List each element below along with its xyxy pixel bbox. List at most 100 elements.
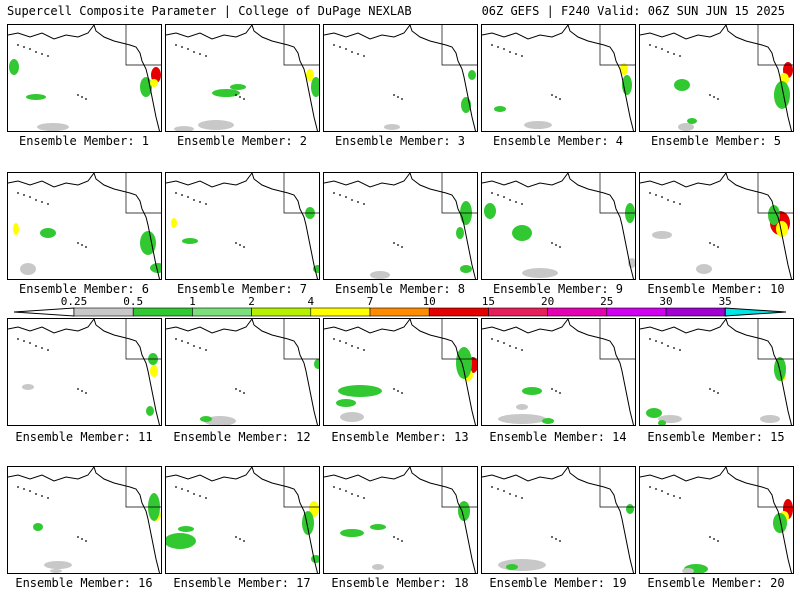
island [679,55,681,57]
island [363,203,365,205]
colorbar-svg [13,307,787,317]
island [551,388,553,390]
panel-label: Ensemble Member: 11 [15,430,153,444]
island [503,490,505,492]
map-canvas [482,467,635,573]
coastline [166,467,253,482]
border-line [441,173,477,214]
island [363,55,365,57]
scp-field-blob [370,271,390,279]
colorbar-segment [192,307,252,317]
panel-label: Ensemble Member: 5 [650,134,782,148]
coastline [324,319,411,334]
island [717,392,719,394]
island [491,44,493,46]
island [199,495,201,497]
colorbar-segment [547,307,608,317]
island [521,55,523,57]
island [175,192,177,194]
scp-field-blob [44,561,72,569]
panel-label: Ensemble Member: 3 [334,134,466,148]
island [521,203,523,205]
island [673,347,675,349]
island [85,98,87,100]
colorbar-tick-label: 2 [248,295,255,308]
scp-field-blob [50,569,62,573]
island [393,536,395,538]
island [661,490,663,492]
island [363,497,365,499]
island [193,199,195,201]
scp-field-blob [340,412,364,422]
scp-field-blob [336,399,356,407]
island [717,246,719,248]
island [85,540,87,542]
scp-field-blob [512,225,532,241]
island [655,46,657,48]
scp-field-blob [150,79,158,87]
island [29,342,31,344]
colorbar-segment [251,307,312,317]
island [559,540,561,542]
border-line [599,467,635,508]
island [667,199,669,201]
panel-label: Ensemble Member: 16 [15,576,153,590]
coastline [251,319,319,425]
island [41,347,43,349]
island [47,55,49,57]
colorbar-segment [369,307,430,317]
island [673,495,675,497]
scp-field-blob [776,221,788,237]
coastline [8,319,95,334]
scp-field-blob [372,564,384,570]
scp-field-blob [458,501,470,521]
island [345,490,347,492]
island [713,244,715,246]
island [401,98,403,100]
island [713,538,715,540]
island [81,390,83,392]
island [235,388,237,390]
panel-label: Ensemble Member: 15 [647,430,785,444]
run-info: 06Z GEFS | F240 Valid: 06Z SUN JUN 15 20… [481,4,785,18]
map-canvas [8,319,161,425]
island [401,540,403,542]
island [35,51,37,53]
border-line [599,25,635,66]
map-canvas [482,173,635,279]
panel-label: Ensemble Member: 14 [489,430,627,444]
scp-field-blob [542,418,554,424]
coastline [567,173,635,279]
island [333,486,335,488]
scp-field-blob [524,121,552,129]
island [497,340,499,342]
colorbar-segment [73,307,134,317]
map-canvas [640,173,793,279]
island [661,196,663,198]
scp-field-blob [174,126,194,131]
scp-field-blob [773,513,787,533]
coastline [409,467,477,573]
scp-field-blob [306,69,314,81]
map-panel-member-8 [323,172,478,280]
border-line [757,467,793,508]
map-canvas [8,467,161,573]
scp-field-blob [768,205,780,225]
coastline [251,25,319,131]
panel-label: Ensemble Member: 17 [173,576,311,590]
map-panel-member-2 [165,24,320,132]
scp-field-blob [20,263,36,275]
map-panel-member-9 [481,172,636,280]
colorbar-tick-label: 0.25 [60,295,88,308]
scp-field-blob [40,228,56,238]
island [205,203,207,205]
scp-field-blob [682,568,694,573]
border-line [125,173,161,214]
island [333,44,335,46]
scp-field-blob [171,218,177,228]
coastline [482,25,569,40]
map-canvas [324,319,477,425]
coastline [482,319,569,334]
island [357,201,359,203]
coastline [8,25,95,40]
